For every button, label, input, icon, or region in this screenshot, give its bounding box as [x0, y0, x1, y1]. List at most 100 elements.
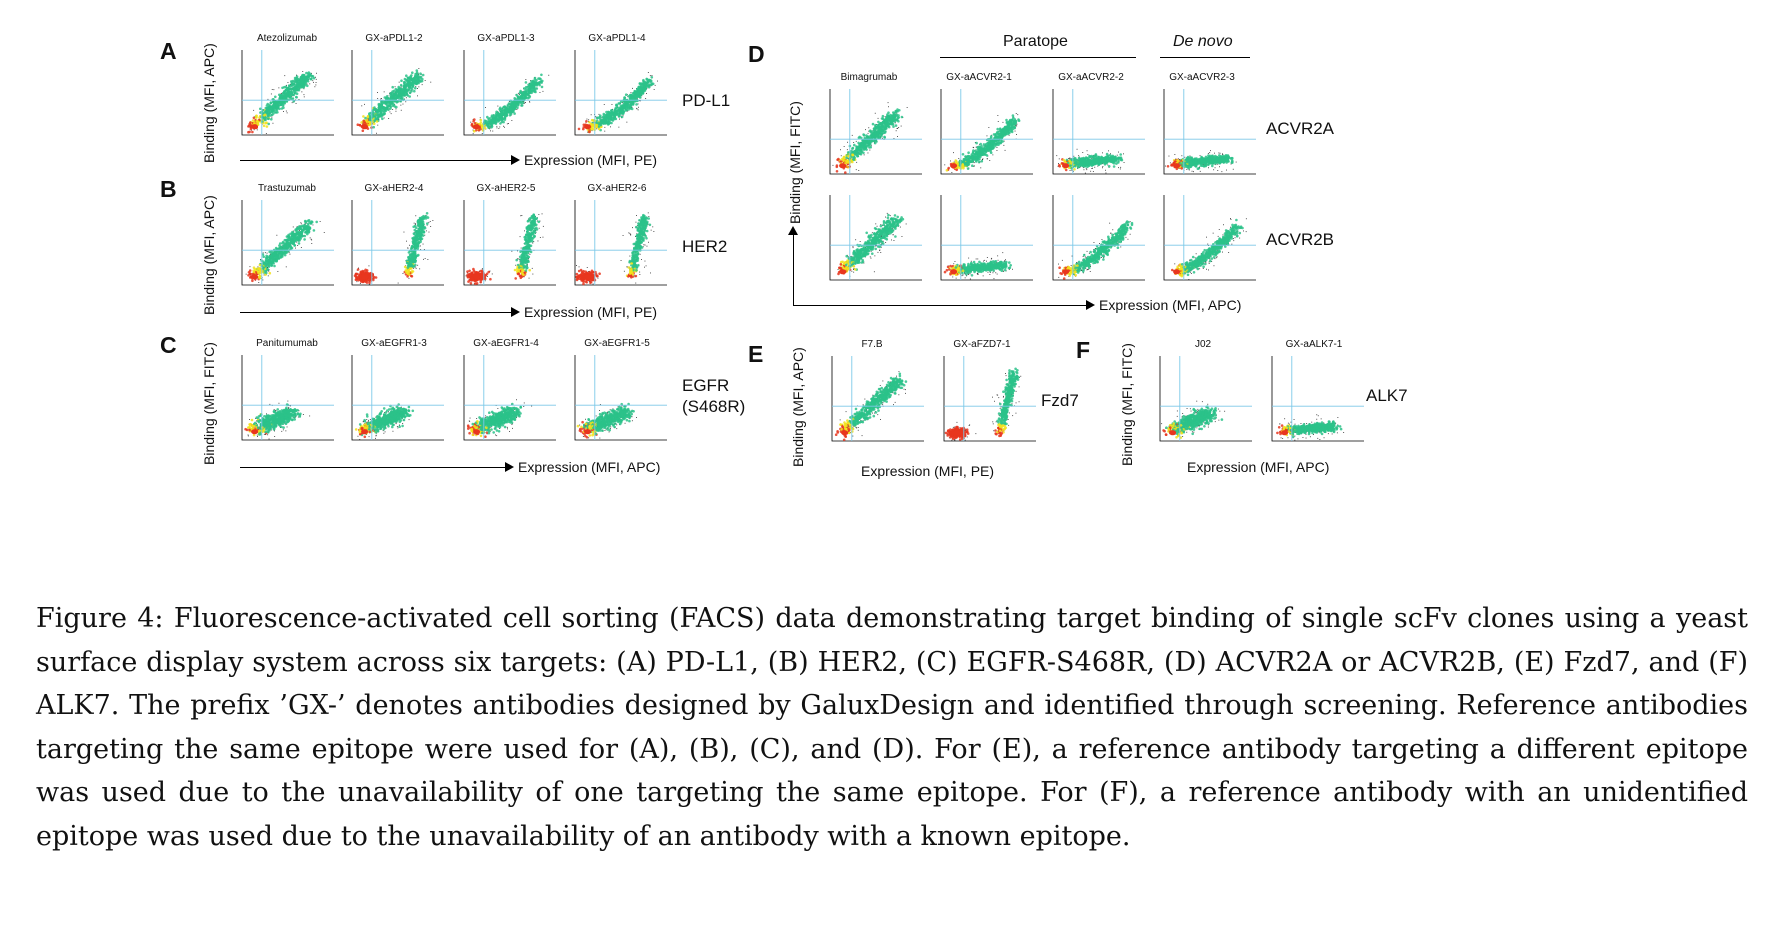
event-dot: [405, 92, 409, 96]
event-dot: [631, 251, 634, 255]
event-dot: [539, 80, 543, 83]
event-dot: [408, 91, 412, 95]
event-dot: [417, 76, 420, 79]
event-dot: [419, 217, 422, 221]
event-dot: [245, 273, 247, 275]
event-dot: [298, 235, 301, 239]
event-dot: [528, 84, 531, 88]
event-dot: [373, 119, 377, 123]
panel-a-title-3: GX-aPDL1-3: [477, 33, 535, 44]
event-dot: [538, 214, 540, 215]
event-dot: [389, 93, 390, 95]
event-dot: [308, 221, 312, 224]
event-dot: [532, 83, 536, 86]
event-dot: [411, 84, 415, 87]
event-dot: [270, 93, 272, 95]
event-dot: [530, 222, 533, 226]
event-dot: [490, 125, 494, 128]
event-dot: [421, 84, 423, 86]
event-dot: [638, 219, 641, 222]
event-dot: [307, 227, 310, 231]
event-dot: [644, 266, 645, 268]
event-dot: [639, 100, 641, 102]
event-dot: [275, 257, 279, 260]
event-dot: [251, 130, 254, 134]
event-dot: [484, 119, 488, 123]
event-dot: [301, 235, 304, 238]
event-dot: [399, 83, 403, 87]
event-dot: [289, 94, 292, 98]
event-dot: [298, 227, 301, 230]
event-dot: [413, 233, 416, 236]
event-dot: [270, 254, 273, 257]
event-dot: [613, 111, 617, 114]
event-dot: [427, 259, 429, 260]
event-dot: [422, 230, 426, 234]
event-dot: [258, 277, 261, 280]
event-dot: [278, 96, 282, 100]
event-dot: [263, 114, 266, 117]
event-dot: [409, 263, 413, 267]
event-dot: [413, 245, 417, 248]
event-dot: [598, 272, 601, 275]
event-dot: [265, 107, 269, 111]
event-dot: [275, 108, 279, 112]
event-dot: [607, 112, 610, 115]
event-dot: [637, 103, 639, 105]
event-dot: [426, 216, 430, 219]
event-dot: [310, 75, 314, 78]
density-core: [251, 124, 259, 130]
event-dot: [406, 78, 409, 82]
event-dot: [303, 234, 307, 238]
event-dot: [470, 123, 474, 127]
event-dot: [413, 89, 416, 93]
event-dot: [300, 223, 302, 225]
event-dot: [290, 232, 294, 235]
event-dot: [293, 78, 297, 82]
event-dot: [381, 117, 384, 121]
event-dot: [306, 219, 310, 223]
event-dot: [521, 269, 524, 273]
event-dot: [523, 271, 527, 274]
event-dot: [595, 123, 599, 127]
event-dot: [611, 116, 615, 120]
event-dot: [613, 113, 617, 117]
event-dot: [620, 260, 622, 261]
event-dot: [309, 237, 311, 239]
event-dot: [300, 247, 302, 248]
event-dot: [419, 240, 422, 243]
event-dot: [361, 129, 365, 132]
event-dot: [497, 118, 501, 122]
event-dot: [479, 121, 483, 124]
event-dot: [268, 271, 272, 275]
event-dot: [630, 233, 632, 235]
event-dot: [406, 275, 409, 278]
event-dot: [490, 119, 494, 122]
event-dot: [519, 91, 523, 94]
event-dot: [247, 274, 250, 277]
event-dot: [528, 218, 530, 220]
event-dot: [575, 272, 579, 276]
event-dot: [380, 114, 384, 117]
event-dot: [262, 252, 264, 254]
event-dot: [306, 83, 308, 85]
event-dot: [642, 246, 644, 248]
event-dot: [307, 71, 311, 74]
event-dot: [296, 236, 299, 240]
event-dot: [270, 110, 274, 113]
event-dot: [367, 123, 371, 127]
event-dot: [526, 233, 529, 237]
event-dot: [405, 97, 407, 99]
event-dot: [521, 252, 524, 256]
event-dot: [263, 274, 265, 276]
event-dot: [403, 231, 405, 233]
event-dot: [639, 88, 643, 91]
event-dot: [285, 266, 287, 268]
event-dot: [642, 83, 645, 87]
event-dot: [514, 277, 517, 280]
event-dot: [622, 105, 626, 108]
event-dot: [591, 130, 593, 132]
event-dot: [366, 271, 369, 274]
event-dot: [304, 76, 307, 80]
event-dot: [645, 216, 648, 219]
